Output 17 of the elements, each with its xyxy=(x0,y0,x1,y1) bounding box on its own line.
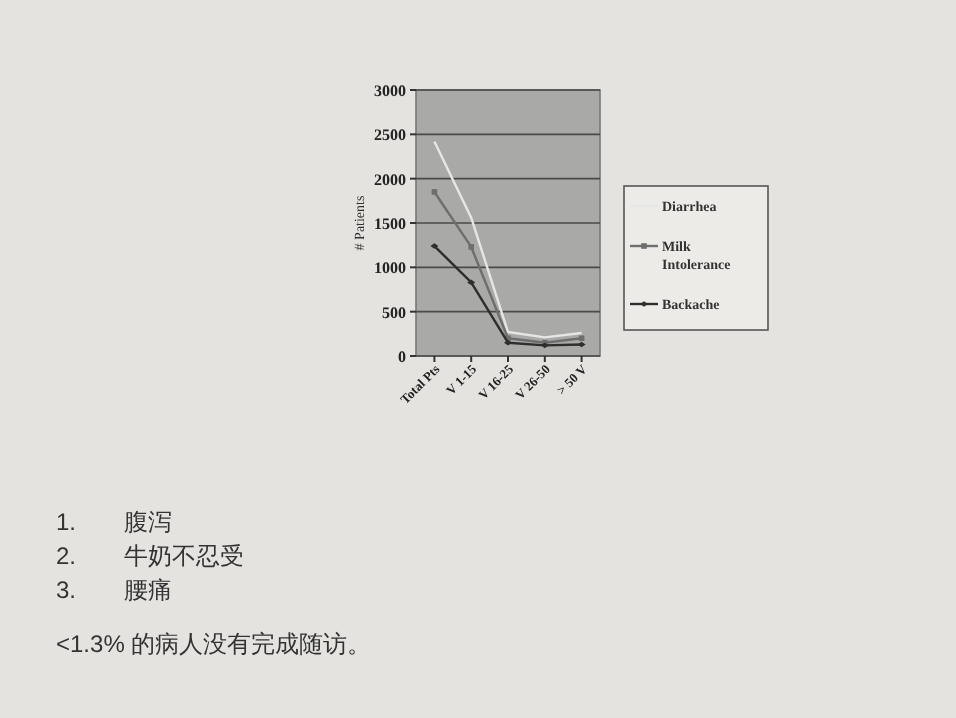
point xyxy=(430,243,439,249)
line-series xyxy=(431,189,585,346)
point xyxy=(577,341,586,348)
text: 2. 牛奶不忍受 xyxy=(56,542,245,570)
text: <1.3% 的病人没有完成随访。 xyxy=(56,630,372,658)
point xyxy=(431,189,438,195)
y-tick-label: 0 xyxy=(398,348,406,366)
point xyxy=(467,279,476,286)
y-tick-label: 500 xyxy=(382,303,406,322)
text: 3. 腰痛 xyxy=(56,576,173,604)
y-tick-label: 1000 xyxy=(374,259,406,278)
y-tick-label: 3000 xyxy=(374,82,406,100)
text: 1. 腹泻 xyxy=(56,508,173,536)
y-tick-label: 2000 xyxy=(374,170,406,189)
y-tick-label: 2500 xyxy=(374,126,406,145)
y-tick-label: 1500 xyxy=(374,215,406,233)
point xyxy=(578,335,585,342)
